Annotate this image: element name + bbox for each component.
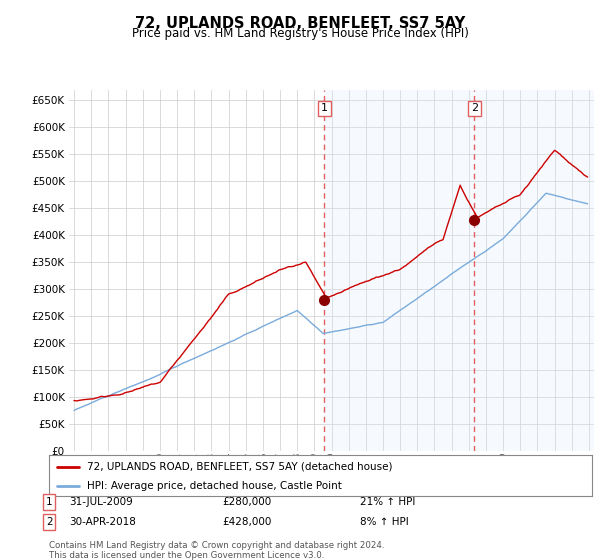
Text: 1: 1 bbox=[46, 497, 53, 507]
Text: £280,000: £280,000 bbox=[222, 497, 271, 507]
Text: 2: 2 bbox=[471, 104, 478, 114]
Text: £428,000: £428,000 bbox=[222, 517, 271, 527]
Text: 8% ↑ HPI: 8% ↑ HPI bbox=[360, 517, 409, 527]
Text: 31-JUL-2009: 31-JUL-2009 bbox=[69, 497, 133, 507]
Text: HPI: Average price, detached house, Castle Point: HPI: Average price, detached house, Cast… bbox=[87, 480, 342, 491]
Text: 72, UPLANDS ROAD, BENFLEET, SS7 5AY: 72, UPLANDS ROAD, BENFLEET, SS7 5AY bbox=[135, 16, 465, 31]
Text: Price paid vs. HM Land Registry's House Price Index (HPI): Price paid vs. HM Land Registry's House … bbox=[131, 27, 469, 40]
Text: 1: 1 bbox=[321, 104, 328, 114]
Text: Contains HM Land Registry data © Crown copyright and database right 2024.
This d: Contains HM Land Registry data © Crown c… bbox=[49, 541, 385, 560]
Text: 2: 2 bbox=[46, 517, 53, 527]
Bar bbox=[324, 90, 594, 451]
Text: 21% ↑ HPI: 21% ↑ HPI bbox=[360, 497, 415, 507]
Text: 72, UPLANDS ROAD, BENFLEET, SS7 5AY (detached house): 72, UPLANDS ROAD, BENFLEET, SS7 5AY (det… bbox=[87, 461, 393, 472]
Text: 30-APR-2018: 30-APR-2018 bbox=[69, 517, 136, 527]
